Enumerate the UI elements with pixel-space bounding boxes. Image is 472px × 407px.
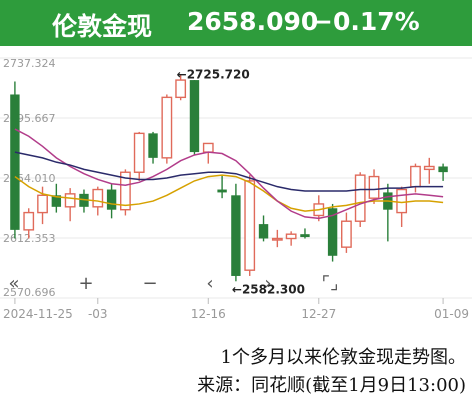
x-tick-label: 2024-11-25: [3, 307, 73, 321]
candle-body-down: [148, 133, 158, 158]
caption-line-2: 来源：同花顺(截至1月9日13:00): [197, 375, 466, 396]
candle-body-up: [354, 174, 366, 222]
prev-icon[interactable]: ‹: [206, 273, 213, 294]
min-price-label: ←2582.300: [232, 282, 305, 296]
chart-svg: 2737.3242695.6672654.0102612.3532570.696…: [0, 57, 472, 321]
x-tick-label: 12-27: [301, 307, 336, 321]
candlestick-chart: 2737.3242695.6672654.0102612.3532570.696…: [0, 46, 472, 338]
candle-body-up: [341, 220, 352, 248]
candle-body-down: [10, 94, 20, 230]
candle-body-down: [258, 224, 269, 239]
max-price-label: ←2725.720: [177, 68, 250, 82]
candle-body-down: [106, 189, 117, 210]
caption-line-1: 1个多月以来伦敦金现走势图。: [220, 347, 466, 368]
price-change: −0.17%: [312, 7, 420, 36]
title-bar: 伦敦金现 2658.090 −0.17%: [0, 0, 472, 46]
candle-body-down: [189, 80, 200, 153]
candle-body-up: [64, 193, 76, 208]
moving-average-line: [14, 174, 444, 212]
candle-body-up: [120, 171, 131, 211]
candle-body-up: [37, 194, 48, 214]
candle-body-up: [396, 188, 408, 214]
candle-body-down: [300, 234, 310, 238]
moving-average-line: [14, 128, 444, 220]
candle-body-up: [175, 79, 187, 99]
candle-body-up: [161, 96, 173, 159]
x-tick-label: 01-09: [434, 307, 469, 321]
candle-body-down: [438, 166, 448, 173]
candle-body-down: [327, 208, 338, 256]
instrument-name: 伦敦金现: [52, 12, 153, 41]
candle-body-down: [231, 195, 241, 276]
x-tick-label: -03: [88, 307, 108, 321]
candle-body-down: [217, 189, 227, 193]
y-tick-label: 2737.324: [3, 57, 56, 70]
zoom-out-icon[interactable]: −: [142, 273, 157, 294]
candle-body-up: [133, 132, 145, 173]
candle-body-up: [23, 211, 35, 231]
rewind-icon[interactable]: «: [8, 273, 19, 294]
candle-body-up: [92, 188, 104, 208]
candle-body-up: [285, 233, 297, 240]
candle-body-up: [410, 165, 421, 188]
moving-average-line: [14, 151, 444, 192]
candle-body-up: [244, 180, 256, 271]
candle-body-up: [271, 237, 283, 241]
zoom-in-icon[interactable]: +: [78, 273, 93, 294]
next-icon[interactable]: ›: [264, 273, 271, 294]
candle-body-up: [202, 142, 214, 153]
candle-body-up: [368, 175, 380, 199]
fullscreen-icon[interactable]: ⌜⌟: [322, 273, 339, 294]
last-price: 2658.090: [187, 7, 319, 36]
y-tick-label: 2570.696: [3, 286, 56, 299]
candle-body-up: [423, 165, 435, 171]
candle-body-down: [51, 195, 62, 207]
x-tick-label: 12-16: [191, 307, 226, 321]
